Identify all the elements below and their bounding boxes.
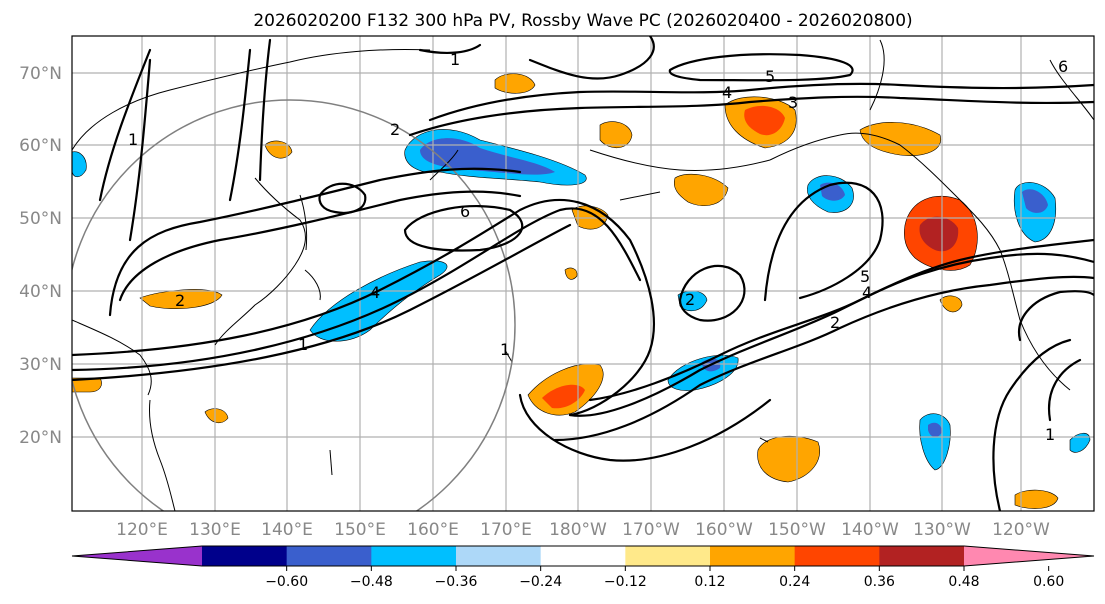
lon-label: 130°W — [913, 520, 971, 540]
contour-label: 6 — [460, 202, 470, 221]
colorbar-tick-label: −0.24 — [519, 574, 562, 590]
colorbar-tick-label: −0.36 — [435, 574, 478, 590]
contour-label: 2 — [830, 313, 840, 332]
lat-label: 30°N — [19, 355, 62, 375]
anomaly-top-positive — [494, 73, 536, 94]
lat-label: 20°N — [19, 428, 62, 448]
contour-label: 2 — [390, 120, 400, 139]
longitude-labels: 120°E 130°E 140°E 150°E 160°E 170°E 180°… — [116, 520, 1050, 540]
map-frame — [71, 35, 1095, 512]
colorbar-segment — [794, 546, 880, 566]
colorbar-tick-label: 0.36 — [864, 574, 895, 590]
lat-label: 60°N — [19, 136, 62, 156]
lon-label: 150°W — [768, 520, 826, 540]
contour-label-group: 1 2 6 4 1 2 2 5 4 2 5 3 4 1 1 1 6 — [128, 50, 1068, 444]
contour-label: 1 — [450, 50, 460, 69]
anomaly-bc-positive — [859, 122, 942, 156]
colorbar-extend-high — [964, 546, 1094, 566]
colorbar-extend-low — [72, 546, 202, 566]
anomaly-small-7 — [564, 267, 578, 280]
colorbar-tick-label: −0.12 — [604, 574, 647, 590]
anomaly-170w-positive — [673, 173, 729, 206]
latitude-labels: 70°N 60°N 50°N 40°N 30°N 20°N — [19, 64, 62, 448]
colorbar-tick-label: 0.24 — [779, 574, 810, 590]
contour-label: 4 — [722, 83, 732, 102]
region-circle — [72, 99, 516, 511]
colorbar-segment — [625, 546, 711, 566]
colorbar-segment — [286, 546, 372, 566]
colorbar-segment — [202, 546, 288, 566]
contour-label: 1 — [298, 335, 308, 354]
lon-label: 140°W — [841, 520, 899, 540]
colorbar-segment — [879, 546, 965, 566]
lon-label: 120°W — [992, 520, 1050, 540]
anomaly-120w-core — [1022, 189, 1048, 213]
lon-label: 130°E — [189, 520, 241, 540]
anomaly-small-8 — [72, 151, 87, 178]
contour-label: 1 — [1045, 425, 1055, 444]
anomaly-jet-negative — [309, 260, 448, 342]
anomaly-135w-core — [928, 422, 942, 438]
contour-label: 3 — [788, 93, 798, 112]
lon-label: 180°W — [549, 520, 607, 540]
figure-title: 2026020200 F132 300 hPa PV, Rossby Wave … — [253, 11, 912, 31]
colorbar-tick-label: 0.60 — [1033, 574, 1064, 590]
lat-label: 70°N — [19, 64, 62, 84]
lon-label: 150°E — [334, 520, 386, 540]
contour-lines — [72, 36, 1094, 511]
lon-label: 170°W — [622, 520, 680, 540]
colorbar-tick-label: −0.60 — [265, 574, 308, 590]
colorbar-segment — [710, 546, 796, 566]
contour-label: 5 — [765, 67, 775, 86]
anomaly-small-5 — [939, 295, 963, 313]
colorbar: −0.60 −0.48 −0.36 −0.24 −0.12 0.12 0.24 0.36 0.4… — [71, 545, 1095, 590]
anomaly-135w-negative — [919, 413, 951, 471]
anomaly-small-9 — [1069, 432, 1091, 453]
colorbar-segment — [456, 546, 542, 566]
anomaly-okhotsk-core — [420, 138, 555, 175]
lat-label: 50°N — [19, 209, 62, 229]
contour-label: 4 — [370, 283, 380, 302]
lon-label: 170°E — [480, 520, 532, 540]
anomaly-small-6 — [1014, 489, 1059, 509]
colorbar-tick-label: −0.48 — [350, 574, 393, 590]
contour-label: 5 — [860, 267, 870, 286]
contour-label: 1 — [500, 340, 510, 359]
contour-label: 4 — [862, 283, 872, 302]
contour-label: 6 — [1058, 57, 1068, 76]
lat-label: 40°N — [19, 282, 62, 302]
colorbar-tick-label: 0.12 — [694, 574, 725, 590]
contour-label: 2 — [685, 290, 695, 309]
contour-label: 1 — [128, 130, 138, 149]
gridlines — [72, 36, 1094, 511]
lon-label: 160°W — [695, 520, 753, 540]
colorbar-segment — [371, 546, 457, 566]
pv-anomaly-fills — [72, 73, 1091, 509]
contour-label: 2 — [175, 291, 185, 310]
anomaly-small-2 — [139, 289, 223, 310]
anomaly-subtrop-core — [542, 384, 585, 409]
lon-label: 160°E — [407, 520, 459, 540]
lon-label: 120°E — [116, 520, 168, 540]
colorbar-outline — [71, 545, 1095, 567]
colorbar-tick-label: 0.48 — [948, 574, 979, 590]
lon-label: 140°E — [261, 520, 313, 540]
colorbar-segment — [540, 546, 626, 566]
anomaly-nepac-core — [919, 216, 959, 252]
anomaly-small-3 — [204, 408, 229, 424]
anomaly-alaska-core — [744, 105, 785, 136]
